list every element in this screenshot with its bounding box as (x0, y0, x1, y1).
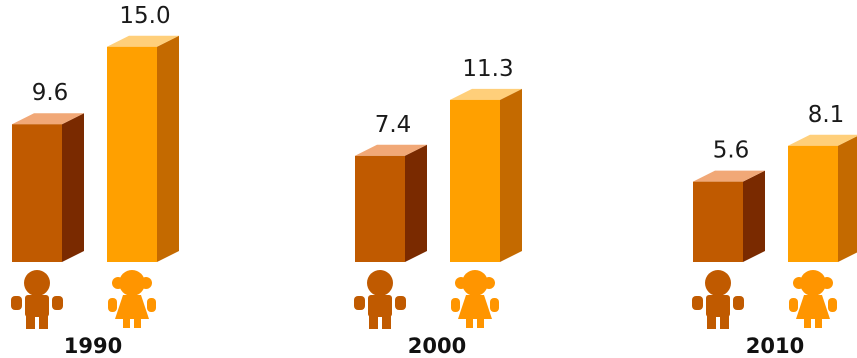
girl-figure-icon (108, 270, 156, 328)
category-label-1990: 1990 (64, 334, 122, 358)
bar-boys-2000 (355, 155, 405, 262)
bar-top-boys-2010 (693, 170, 765, 182)
bar-top-girls-2000 (450, 88, 522, 100)
bar-side-girls-2000 (500, 88, 522, 262)
bar-top-girls-2010 (788, 134, 857, 146)
category-label-2010: 2010 (746, 334, 804, 358)
bar-side-girls-1990 (157, 35, 179, 262)
boy-figure-icon (692, 270, 744, 329)
value-label-girls-2000: 11.3 (462, 56, 513, 82)
value-label-boys-2010: 5.6 (713, 138, 750, 164)
category-label-2000: 2000 (408, 334, 466, 358)
bar-top-boys-1990 (12, 113, 84, 125)
boy-figure-icon (11, 270, 63, 329)
bar-side-boys-2010 (743, 170, 765, 262)
bar-girls-2010 (788, 145, 838, 262)
bar-side-boys-2000 (405, 144, 427, 262)
bar-side-girls-2010 (838, 136, 857, 262)
girl-figure-icon (789, 270, 837, 328)
girl-figure-icon (451, 270, 499, 328)
bar-top-boys-2000 (355, 144, 427, 156)
boy-figure-icon (354, 270, 406, 329)
value-label-girls-1990: 15.0 (119, 3, 170, 29)
value-label-boys-2000: 7.4 (375, 112, 412, 138)
bar-girls-2000 (450, 99, 500, 262)
bar-boys-1990 (12, 124, 62, 263)
bar-top-girls-1990 (107, 35, 179, 47)
bar-boys-2010 (693, 181, 743, 262)
value-label-boys-1990: 9.6 (32, 80, 69, 106)
value-label-girls-2010: 8.1 (808, 102, 845, 128)
bar-side-boys-1990 (62, 113, 84, 263)
bar-girls-1990 (107, 46, 157, 262)
